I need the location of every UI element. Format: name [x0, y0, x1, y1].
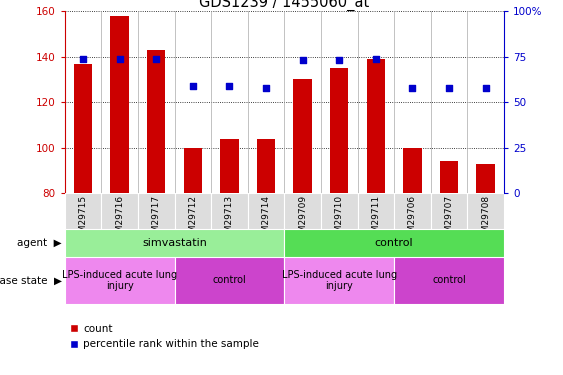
Bar [321, 193, 358, 229]
Text: GSM29715: GSM29715 [79, 195, 87, 244]
Bar [394, 257, 504, 304]
Bar [65, 257, 175, 304]
Point [481, 85, 490, 91]
Point [372, 56, 381, 62]
Text: agent  ▶: agent ▶ [17, 238, 62, 248]
Text: control: control [213, 275, 246, 285]
Point [261, 85, 270, 91]
Text: GSM29708: GSM29708 [481, 195, 490, 244]
Bar [284, 257, 394, 304]
Bar [65, 229, 284, 257]
Point [152, 56, 161, 62]
Point [225, 83, 234, 89]
Bar [440, 161, 458, 193]
Text: GSM29713: GSM29713 [225, 195, 234, 244]
Text: GSM29716: GSM29716 [115, 195, 124, 244]
Point [188, 83, 197, 89]
Bar [147, 50, 166, 193]
Bar [403, 148, 422, 193]
Bar [476, 164, 495, 193]
Text: control: control [375, 238, 413, 248]
Bar [293, 80, 312, 193]
Bar [220, 139, 239, 193]
Bar [248, 193, 284, 229]
Text: GSM29712: GSM29712 [189, 195, 197, 244]
Point [445, 85, 454, 91]
Bar [184, 148, 202, 193]
Bar [110, 16, 129, 193]
Point [334, 57, 343, 63]
Bar [74, 63, 92, 193]
Point [79, 56, 88, 62]
Bar [467, 193, 504, 229]
Legend: count, percentile rank within the sample: count, percentile rank within the sample [70, 324, 260, 349]
Point [115, 56, 124, 62]
Text: simvastatin: simvastatin [142, 238, 207, 248]
Text: GSM29709: GSM29709 [298, 195, 307, 244]
Bar [431, 193, 467, 229]
Point [408, 85, 417, 91]
Bar [65, 193, 101, 229]
Text: LPS-induced acute lung
injury: LPS-induced acute lung injury [282, 270, 397, 291]
Bar [284, 229, 504, 257]
Text: GSM29710: GSM29710 [335, 195, 343, 244]
Bar [175, 257, 284, 304]
Text: disease state  ▶: disease state ▶ [0, 275, 62, 285]
Text: GSM29717: GSM29717 [152, 195, 160, 244]
Text: control: control [432, 275, 466, 285]
Bar [394, 193, 431, 229]
Bar [175, 193, 211, 229]
Text: GSM29714: GSM29714 [262, 195, 270, 244]
Bar [101, 193, 138, 229]
Title: GDS1239 / 1455060_at: GDS1239 / 1455060_at [199, 0, 369, 11]
Bar [358, 193, 394, 229]
Text: LPS-induced acute lung
injury: LPS-induced acute lung injury [62, 270, 177, 291]
Point [298, 57, 307, 63]
Bar [211, 193, 248, 229]
Text: GSM29706: GSM29706 [408, 195, 417, 244]
Bar [257, 139, 275, 193]
Bar [284, 193, 321, 229]
Bar [330, 68, 348, 193]
Text: GSM29711: GSM29711 [372, 195, 380, 244]
Bar [367, 59, 385, 193]
Bar [138, 193, 175, 229]
Text: GSM29707: GSM29707 [445, 195, 453, 244]
